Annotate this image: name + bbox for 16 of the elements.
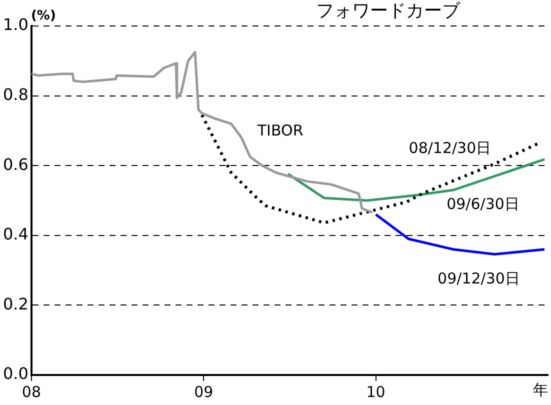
y-tick-label: 0.4 bbox=[2, 224, 28, 244]
y-axis-title: (%) bbox=[30, 8, 56, 24]
series-label: 09/6/30日 bbox=[446, 194, 520, 213]
y-tick-label: 0.8 bbox=[2, 84, 28, 104]
x-axis-title: 年 bbox=[533, 380, 548, 399]
y-tick-label: 0.2 bbox=[2, 294, 28, 314]
series-label: 09/12/30日 bbox=[438, 269, 520, 288]
y-tick-label: 0.0 bbox=[2, 364, 28, 384]
x-tick-label: 10 bbox=[366, 382, 386, 401]
series-label: 08/12/30日 bbox=[408, 139, 492, 158]
x-tick-label: 09 bbox=[194, 382, 214, 401]
y-tick-label: 0.6 bbox=[2, 154, 28, 174]
chart-title: フォワードカーブ bbox=[316, 0, 461, 22]
x-tick-label: 08 bbox=[22, 382, 41, 401]
y-tick-label: 1.0 bbox=[2, 15, 28, 34]
series-label: TIBOR bbox=[256, 122, 304, 140]
